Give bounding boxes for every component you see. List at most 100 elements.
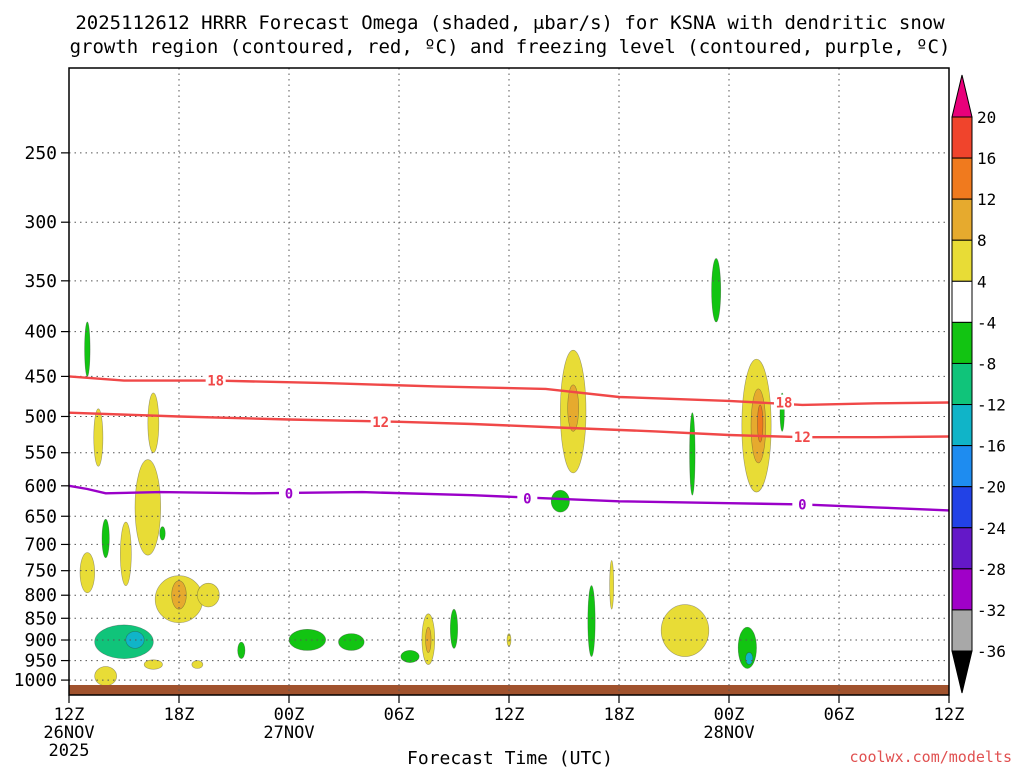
- contour-label-bg: [792, 429, 813, 445]
- colorbar-bin: [951, 280, 973, 323]
- y-tick-label: 750: [24, 561, 57, 582]
- colorbar-bin: [951, 116, 973, 159]
- colorbar-bottom-arrow: [951, 650, 973, 694]
- contour-line-dgz: [68, 375, 950, 407]
- omega-blob: [338, 633, 365, 651]
- grid-lines: [69, 68, 949, 695]
- colorbar-label: -12: [977, 396, 1006, 415]
- colorbar-label: -36: [977, 642, 1006, 661]
- x-tick-date: 26NOV: [43, 723, 94, 743]
- omega-blob: [93, 408, 104, 467]
- colorbar-label: -8: [977, 354, 996, 373]
- omega-blob: [425, 626, 432, 653]
- y-tick-label: 400: [24, 322, 57, 343]
- colorbar-bin: [951, 445, 973, 488]
- omega-blob: [79, 552, 95, 594]
- colorbar-top-arrow: [951, 74, 973, 118]
- colorbar-label: 12: [977, 190, 996, 209]
- omega-blob: [660, 604, 710, 657]
- colorbar-label: -20: [977, 478, 1006, 497]
- colorbar-label: 20: [977, 108, 996, 127]
- contour-label-bg: [279, 485, 299, 501]
- colorbar-label: -16: [977, 437, 1006, 456]
- x-tick-label: 12Z: [54, 705, 85, 725]
- colorbar-label: 8: [977, 231, 987, 250]
- temperature-contours: 18 18 12 12 0 0 0: [68, 372, 950, 513]
- omega-blob: [159, 526, 166, 541]
- contour-label-bg: [205, 372, 226, 388]
- omega-blob: [191, 660, 204, 669]
- contour-label-bg: [774, 394, 794, 410]
- omega-blob: [745, 652, 754, 665]
- colorbar-label: 4: [977, 272, 987, 291]
- colorbar-label: -28: [977, 560, 1006, 579]
- x-tick-label: 06Z: [824, 705, 855, 725]
- x-tick-year: 2025: [49, 741, 90, 761]
- omega-blob: [84, 321, 91, 377]
- x-tick-label: 00Z: [714, 705, 745, 725]
- y-tick-label: 550: [24, 443, 57, 464]
- colorbar-bin: [951, 362, 973, 406]
- colorbar-bin: [951, 404, 973, 447]
- omega-blob: [143, 659, 163, 670]
- y-tick-label: 350: [24, 271, 57, 292]
- contour-label-bg: [370, 413, 391, 429]
- colorbar-bin: [951, 486, 973, 529]
- x-tick-label: 18Z: [164, 705, 195, 725]
- omega-blob: [134, 459, 161, 556]
- contour-line-dgz: [68, 411, 950, 439]
- x-tick-label: 12Z: [494, 705, 525, 725]
- y-tick-label: 250: [24, 143, 57, 164]
- y-tick-label: 900: [24, 630, 57, 651]
- colorbar-label: -32: [977, 601, 1006, 620]
- contour-label: 12: [794, 430, 811, 446]
- y-tick-label: 450: [24, 366, 57, 387]
- omega-shading: [79, 258, 785, 687]
- contour-label-bg: [517, 490, 538, 506]
- y-tick-label: 650: [24, 506, 57, 527]
- x-tick-label: 06Z: [384, 705, 415, 725]
- colorbar-bin: [951, 321, 973, 364]
- omega-blob: [120, 521, 132, 586]
- colorbar: 20 16 12 8 4 -4 -8 -12 -16 -20 -24 -28 -32 -36: [951, 74, 1006, 694]
- x-axis-label: Forecast Time (UTC): [407, 748, 613, 768]
- colorbar-label: -4: [977, 313, 996, 332]
- colorbar-bin: [951, 239, 973, 282]
- watermark: coolwx.com/modelts: [849, 748, 1012, 766]
- x-tick-date: 27NOV: [263, 723, 314, 743]
- contour-label: 0: [798, 497, 806, 513]
- omega-blob: [757, 404, 764, 443]
- colorbar-bin: [951, 198, 973, 241]
- omega-blob: [450, 608, 458, 649]
- contour-label: 18: [776, 396, 793, 412]
- y-tick-label: 300: [24, 212, 57, 233]
- colorbar-bin: [951, 609, 973, 652]
- pressure-axis: 2503003504004505005506006507007508008509…: [14, 143, 69, 691]
- x-tick-label: 18Z: [604, 705, 635, 725]
- contour-label-bg: [792, 496, 813, 512]
- omega-blob: [567, 384, 579, 432]
- omega-blob: [94, 624, 154, 659]
- omega-blob: [237, 641, 246, 659]
- colorbar-label: 16: [977, 149, 996, 168]
- y-tick-label: 700: [24, 534, 57, 555]
- colorbar-label: -24: [977, 519, 1006, 538]
- colorbar-bin: [951, 157, 973, 200]
- y-tick-label: 850: [24, 608, 57, 629]
- y-tick-label: 1000: [14, 670, 57, 691]
- omega-blob: [101, 518, 110, 559]
- omega-blob: [147, 392, 160, 454]
- contour-label: 18: [207, 374, 224, 390]
- chart-title-line1: 2025112612 HRRR Forecast Omega (shaded, …: [75, 12, 945, 34]
- y-tick-label: 500: [24, 406, 57, 427]
- omega-blob: [400, 650, 420, 663]
- omega-blob: [197, 582, 220, 608]
- x-tick-date: 28NOV: [703, 723, 754, 743]
- x-tick-label: 00Z: [274, 705, 305, 725]
- y-tick-label: 800: [24, 585, 57, 606]
- contour-label: 0: [285, 486, 293, 502]
- x-tick-label: 12Z: [934, 705, 965, 725]
- omega-blob: [711, 258, 722, 323]
